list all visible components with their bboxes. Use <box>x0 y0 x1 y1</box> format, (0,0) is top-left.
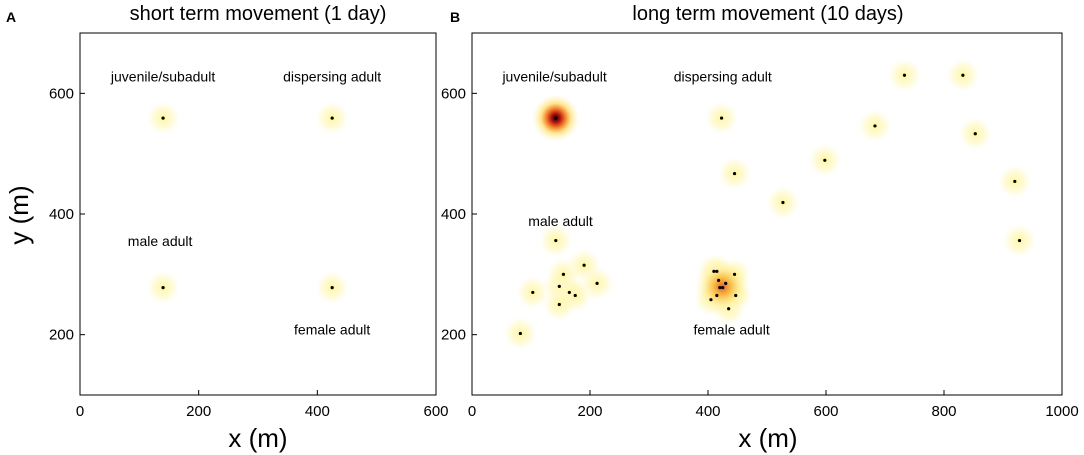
data-point <box>557 302 561 307</box>
panel-b-annotations: juvenile/subadult dispersing adult male ad… <box>501 68 771 337</box>
panel-b-y-ticks: 200 400 600 <box>441 85 477 344</box>
x-tick-label: 0 <box>468 403 476 420</box>
data-point <box>557 284 561 288</box>
group-label: dispersing adult <box>283 68 381 84</box>
group-label: juvenile/subadult <box>501 68 606 84</box>
group-label: female adult <box>693 322 769 338</box>
panel-a: A short term movement (1 day) y (m) x (m… <box>4 3 449 453</box>
y-tick-label: 400 <box>441 206 466 223</box>
data-point <box>582 263 586 267</box>
data-point <box>732 171 737 176</box>
data-point <box>717 278 721 282</box>
data-point <box>330 116 334 120</box>
panel-a-letter: A <box>6 9 16 25</box>
panel-a-points <box>161 116 334 290</box>
data-point <box>973 132 977 136</box>
panel-a-annotations: juvenile/subadult dispersing adult male ad… <box>110 68 381 337</box>
data-point <box>727 307 731 311</box>
group-label: male adult <box>528 213 593 229</box>
group-label: male adult <box>128 233 193 249</box>
data-point <box>732 272 737 276</box>
panel-b: B long term movement (10 days) x (m) juv… <box>441 3 1079 453</box>
data-point <box>724 281 728 285</box>
x-tick-label: 1000 <box>1045 403 1078 420</box>
panel-a-y-ticks: 200 400 600 <box>49 85 85 344</box>
x-tick-label: 400 <box>695 403 720 420</box>
data-point <box>531 290 535 295</box>
data-point <box>518 331 522 336</box>
y-tick-label: 600 <box>49 85 74 102</box>
data-point <box>330 286 334 290</box>
data-point <box>567 290 571 295</box>
panel-b-x-ticks: 0 200 400 600 800 1000 <box>468 390 1079 420</box>
panel-a-plot-frame <box>79 32 437 396</box>
x-tick-label: 0 <box>76 403 84 420</box>
data-point <box>161 116 165 120</box>
data-point <box>712 269 716 273</box>
data-point <box>721 286 725 290</box>
group-label: dispersing adult <box>674 68 772 84</box>
data-point <box>595 281 599 285</box>
x-tick-label: 600 <box>423 403 448 420</box>
data-point <box>715 293 719 298</box>
data-point <box>719 116 724 120</box>
y-tick-label: 200 <box>49 327 74 344</box>
data-point <box>709 298 713 302</box>
data-point <box>715 269 719 273</box>
x-tick-label: 600 <box>813 403 838 420</box>
data-point <box>902 73 907 77</box>
data-point <box>161 286 165 290</box>
x-tick-label: 400 <box>305 403 330 420</box>
data-point <box>873 124 877 128</box>
panel-b-title: long term movement (10 days) <box>632 3 903 25</box>
group-label: juvenile/subadult <box>110 68 215 84</box>
panel-b-points <box>518 73 1022 336</box>
data-point <box>781 200 785 205</box>
y-tick-label: 600 <box>441 85 466 102</box>
data-point <box>573 293 577 298</box>
data-point <box>554 116 558 120</box>
data-point <box>554 238 558 243</box>
y-tick-label: 400 <box>49 206 74 223</box>
data-point <box>561 272 566 276</box>
data-point <box>823 158 827 162</box>
panel-b-heat-layer <box>503 58 1037 351</box>
panel-a-x-ticks: 0 200 400 600 <box>76 390 449 420</box>
data-point <box>961 73 965 77</box>
x-tick-label: 200 <box>186 403 211 420</box>
panel-a-x-axis-label: x (m) <box>228 423 287 453</box>
group-label: female adult <box>294 322 370 338</box>
data-point <box>718 286 722 290</box>
x-tick-label: 800 <box>931 403 956 420</box>
x-tick-label: 200 <box>577 403 602 420</box>
data-point <box>734 293 738 298</box>
data-point <box>1013 179 1017 184</box>
panel-b-x-axis-label: x (m) <box>738 423 797 453</box>
panel-a-title: short term movement (1 day) <box>130 3 387 25</box>
panel-a-y-axis-label: y (m) <box>4 185 34 244</box>
panel-a-heat-layer <box>146 101 350 305</box>
data-point <box>1017 238 1022 243</box>
y-tick-label: 200 <box>441 327 466 344</box>
panel-b-letter: B <box>450 9 460 25</box>
